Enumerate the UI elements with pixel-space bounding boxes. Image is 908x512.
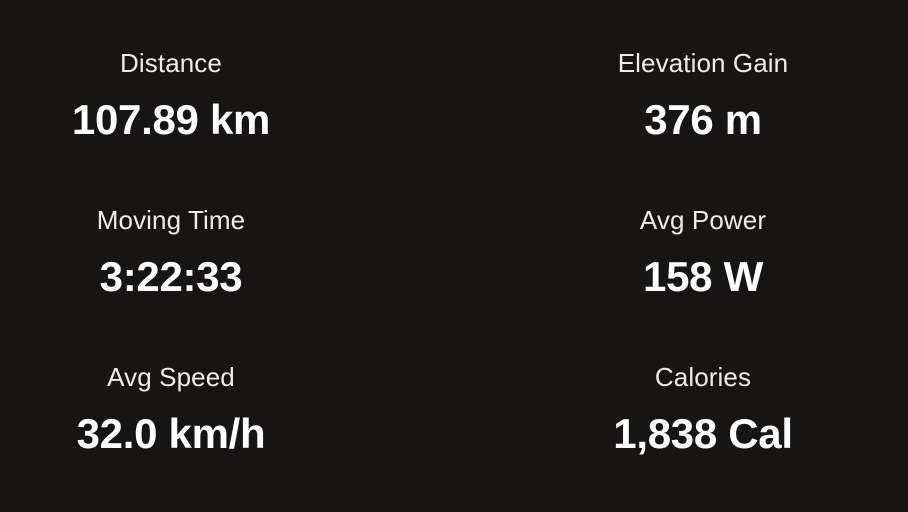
stat-elevation-gain-label: Elevation Gain <box>617 48 789 78</box>
stat-calories: Calories 1,838 Cal <box>498 359 908 459</box>
stat-distance-value: 107.89 km <box>71 96 271 143</box>
stat-moving-time-value: 3:22:33 <box>99 253 243 300</box>
stat-elevation-gain: Elevation Gain 376 m <box>498 45 908 145</box>
stat-moving-time-label: Moving Time <box>96 205 246 235</box>
stat-avg-speed-value: 32.0 km/h <box>76 410 266 457</box>
stat-elevation-gain-value: 376 m <box>644 96 762 143</box>
stat-calories-label: Calories <box>654 362 752 392</box>
stat-calories-value: 1,838 Cal <box>613 410 793 457</box>
stat-distance: Distance 107.89 km <box>0 45 342 145</box>
stat-distance-label: Distance <box>120 48 222 78</box>
stat-avg-speed: Avg Speed 32.0 km/h <box>0 359 342 459</box>
stat-avg-speed-label: Avg Speed <box>107 362 235 392</box>
stat-avg-power-value: 158 W <box>643 253 763 300</box>
stat-moving-time: Moving Time 3:22:33 <box>0 202 342 302</box>
stat-avg-power: Avg Power 158 W <box>498 202 908 302</box>
stats-grid: Distance 107.89 km Elevation Gain 376 m … <box>0 45 908 459</box>
stat-avg-power-label: Avg Power <box>639 205 767 235</box>
